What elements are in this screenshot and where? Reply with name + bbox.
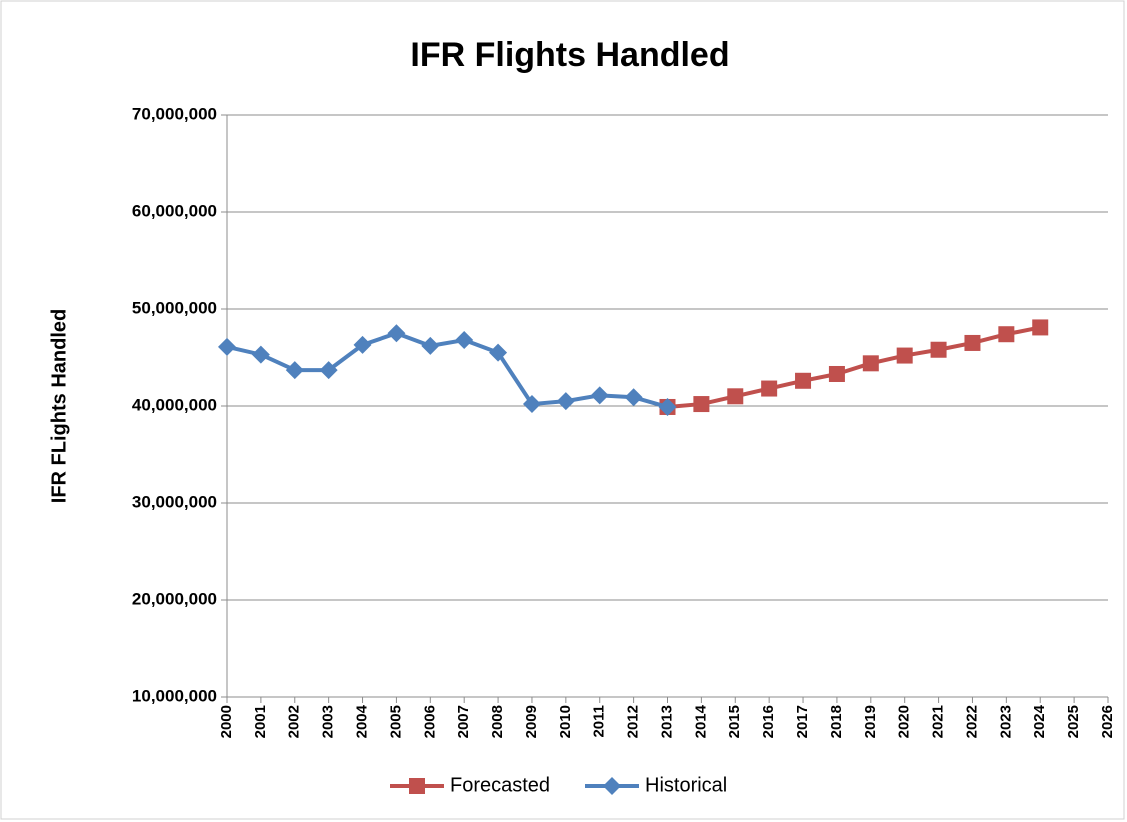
x-tick-label: 2000: [218, 705, 235, 738]
y-tick-label: 60,000,000: [132, 201, 217, 220]
chart-title: IFR Flights Handled: [410, 36, 729, 74]
x-tick-label: 2010: [557, 705, 574, 738]
y-tick-label: 30,000,000: [132, 492, 217, 511]
point: [862, 355, 879, 372]
point: [251, 345, 270, 364]
point: [795, 372, 812, 389]
x-tick-label: 2019: [862, 705, 879, 738]
point: [319, 361, 338, 380]
x-tick-label: 2007: [455, 705, 472, 738]
point: [455, 331, 474, 350]
x-tick-label: 2004: [354, 704, 371, 738]
x-tick-label: 2006: [421, 705, 438, 738]
x-tick-label: 2020: [896, 705, 913, 738]
x-tick-label: 2013: [658, 705, 675, 738]
legend-label: Historical: [645, 774, 727, 796]
point: [693, 396, 710, 413]
y-tick-label: 50,000,000: [132, 298, 217, 317]
legend-marker: [409, 778, 425, 794]
point: [761, 380, 778, 397]
point: [964, 334, 981, 351]
x-tick-label: 2005: [387, 705, 404, 738]
x-tick-label: 2018: [828, 705, 845, 738]
point: [218, 337, 236, 356]
point: [930, 341, 947, 358]
y-tick-label: 20,000,000: [132, 589, 217, 608]
x-tick-label: 2024: [1031, 704, 1048, 738]
point: [658, 397, 677, 416]
x-tick-label: 2017: [794, 705, 811, 738]
x-tick-label: 2025: [1065, 705, 1082, 738]
x-tick-label: 2014: [692, 704, 709, 738]
point: [828, 365, 845, 382]
y-tick-label: 40,000,000: [132, 395, 217, 414]
point: [522, 395, 541, 414]
legend-marker: [603, 777, 621, 795]
point: [590, 386, 609, 405]
point: [421, 336, 440, 355]
x-tick-label: 2011: [591, 705, 608, 738]
point: [387, 324, 406, 343]
x-tick-label: 2001: [252, 705, 269, 738]
legend-label: Forecasted: [450, 774, 550, 796]
point: [896, 347, 913, 364]
point: [285, 361, 304, 380]
point: [489, 343, 508, 362]
x-tick-label: 2023: [997, 705, 1014, 738]
x-tick-label: 2002: [286, 705, 303, 738]
x-tick-label: 2021: [930, 705, 947, 738]
y-tick-label: 10,000,000: [132, 686, 217, 705]
x-tick-label: 2008: [489, 705, 506, 738]
x-tick-label: 2016: [760, 705, 777, 738]
point: [727, 388, 744, 405]
y-axis-title: IFR FLights Handled: [48, 309, 70, 503]
point: [624, 388, 643, 407]
point: [556, 392, 575, 411]
point: [353, 335, 372, 354]
x-tick-label: 2003: [320, 705, 337, 738]
x-tick-label: 2012: [625, 705, 642, 738]
x-tick-label: 2009: [523, 705, 540, 738]
x-tick-label: 2026: [1099, 705, 1116, 738]
x-tick-label: 2022: [963, 705, 980, 738]
point: [998, 326, 1015, 343]
x-tick-label: 2015: [726, 705, 743, 738]
y-tick-label: 70,000,000: [132, 104, 217, 123]
point: [1032, 319, 1049, 336]
